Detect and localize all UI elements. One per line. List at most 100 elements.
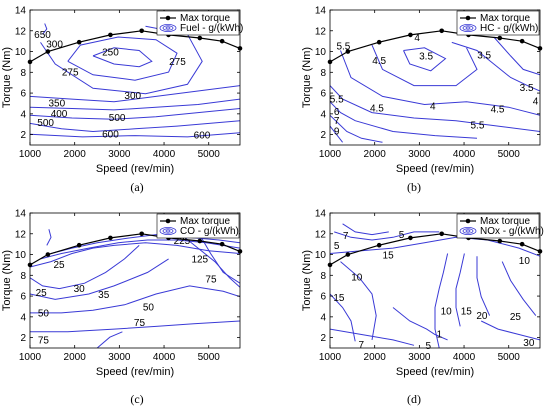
contour-line xyxy=(40,25,203,95)
contour-label: 50 xyxy=(38,309,50,320)
contour-label: 400 xyxy=(51,109,68,120)
max-torque-point xyxy=(139,231,145,237)
contour-label: 350 xyxy=(48,98,65,109)
x-tick-label: 3000 xyxy=(108,149,131,160)
contour-line xyxy=(30,132,240,138)
max-torque-point xyxy=(197,35,203,41)
x-tick-label: 4000 xyxy=(153,149,176,160)
contour-label: 5.5 xyxy=(470,120,484,131)
y-tick-label: 12 xyxy=(15,26,27,37)
y-tick-label: 4 xyxy=(320,109,326,120)
max-torque-point xyxy=(497,35,503,41)
x-tick-label: 4000 xyxy=(453,352,476,363)
x-tick-label: 2000 xyxy=(364,149,387,160)
legend-contour-swatch xyxy=(465,26,471,30)
y-tick-label: 4 xyxy=(320,312,326,323)
contour-label: 650 xyxy=(34,30,51,41)
x-tick-label: 1000 xyxy=(319,352,342,363)
contour-line xyxy=(46,229,52,246)
y-tick-label: 10 xyxy=(315,47,327,58)
contour-line xyxy=(92,47,153,68)
legend-contour-swatch xyxy=(459,23,477,32)
x-tick-label: 5000 xyxy=(498,149,521,160)
contour-label: 4.5 xyxy=(491,105,505,116)
contour-label: 50 xyxy=(143,303,155,314)
contour-line xyxy=(30,258,169,300)
legend-marker-swatch xyxy=(465,15,471,21)
x-axis-label: Speed (rev/min) xyxy=(96,163,174,175)
contour-label: 5.5 xyxy=(336,41,350,52)
contour-line xyxy=(403,47,447,72)
y-tick-label: 12 xyxy=(315,26,327,37)
y-tick-label: 8 xyxy=(320,68,326,79)
contour-line xyxy=(42,23,48,35)
contour-line xyxy=(480,320,540,341)
contour-line xyxy=(342,223,389,236)
contour-label: 15 xyxy=(333,293,345,304)
contour-label: 3.5 xyxy=(477,51,491,62)
max-torque-point xyxy=(519,38,525,44)
x-tick-label: 5000 xyxy=(198,149,221,160)
y-axis-label: Torque (Nm) xyxy=(301,47,313,108)
legend-label: HC - g/(kWh) xyxy=(480,23,538,34)
contour-line xyxy=(30,108,240,120)
contour-label: 10 xyxy=(519,256,531,267)
y-tick-label: 2 xyxy=(20,333,26,344)
contour-label: 30 xyxy=(74,284,86,295)
contour-label: 15 xyxy=(461,307,473,318)
legend-box xyxy=(156,213,240,239)
y-tick-label: 8 xyxy=(20,271,26,282)
contour-line xyxy=(67,36,178,81)
max-torque-point xyxy=(45,49,51,54)
contour-line xyxy=(501,261,537,316)
contour-line xyxy=(330,101,478,139)
legend-label: Max torque xyxy=(180,13,230,24)
y-tick-label: 6 xyxy=(20,292,26,303)
contour-label: 275 xyxy=(169,57,186,68)
legend-contour-swatch xyxy=(162,25,174,31)
y-tick-label: 4 xyxy=(20,109,26,120)
contour-line xyxy=(330,125,343,143)
max-torque-point xyxy=(139,28,145,34)
legend-marker-swatch xyxy=(465,218,471,224)
contour-label: 225 xyxy=(174,236,191,247)
x-tick-label: 1000 xyxy=(19,149,42,160)
y-tick-label: 8 xyxy=(320,271,326,282)
plot-frame xyxy=(329,212,541,349)
y-tick-label: 6 xyxy=(20,89,26,100)
max-torque-point xyxy=(108,32,113,38)
contour-line xyxy=(334,231,440,241)
plot-frame xyxy=(329,9,541,146)
legend-contour-swatch xyxy=(162,228,174,234)
y-tick-label: 8 xyxy=(20,68,26,79)
x-tick-label: 1000 xyxy=(19,352,42,363)
plot-frame xyxy=(29,212,241,349)
max-torque-point xyxy=(45,252,51,257)
legend-label: Max torque xyxy=(180,216,230,227)
y-tick-label: 6 xyxy=(320,292,326,303)
plot-frame xyxy=(29,9,241,146)
max-torque-point xyxy=(497,238,503,244)
contour-label: 275 xyxy=(62,67,79,78)
contour-line xyxy=(330,85,540,132)
max-torque-point xyxy=(439,231,445,237)
contour-line xyxy=(476,256,491,316)
legend-label: NOx - g/(kWh) xyxy=(480,226,544,237)
x-tick-label: 5000 xyxy=(498,352,521,363)
legend-contour-swatch xyxy=(159,226,177,235)
contour-label: 300 xyxy=(124,91,141,102)
contour-line xyxy=(30,245,140,290)
contour-line xyxy=(330,114,383,143)
panel-label: (d) xyxy=(407,392,421,406)
max-torque-point xyxy=(408,235,413,241)
contour-label: 25 xyxy=(36,288,48,299)
contour-label: 600 xyxy=(102,130,119,141)
contour-label: 15 xyxy=(383,251,395,262)
max-torque-point xyxy=(108,235,113,241)
x-tick-label: 2000 xyxy=(64,149,87,160)
contour-label: 4 xyxy=(533,96,539,107)
legend-contour-swatch xyxy=(462,25,474,31)
